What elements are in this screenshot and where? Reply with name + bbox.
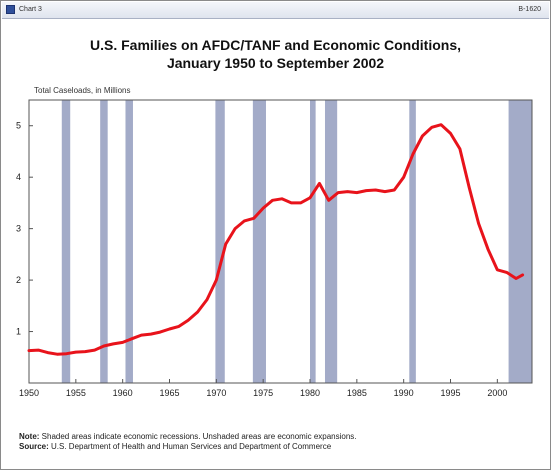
caseload-data-point	[346, 190, 349, 193]
caseload-data-point	[449, 132, 452, 135]
caseload-data-point	[412, 153, 414, 155]
plot-area-frame	[28, 99, 533, 384]
caseload-data-point	[459, 148, 461, 150]
y-tick-label-5: 5	[16, 121, 21, 131]
recession-band-4	[252, 100, 266, 383]
y-tick-label-2: 2	[16, 275, 21, 285]
x-tick-label-1995: 1995	[440, 388, 460, 398]
x-tick-label-1950: 1950	[19, 388, 39, 398]
x-tick-label-2000: 2000	[487, 388, 507, 398]
chart-title-line-2: January 1950 to September 2002	[166, 55, 385, 71]
chart-number-label: Chart 3	[19, 6, 42, 13]
footnote: Note: Shaded areas indicate economic rec…	[19, 432, 357, 441]
caseload-data-point	[112, 343, 115, 345]
caseload-data-point	[140, 334, 143, 336]
caseload-data-point	[215, 279, 218, 281]
caseload-data-point	[121, 341, 124, 344]
caseload-data-point	[521, 274, 524, 276]
recession-band-8	[508, 100, 532, 383]
caseload-data-point	[384, 190, 386, 193]
caseload-data-point	[220, 261, 222, 263]
caseload-data-point	[253, 217, 255, 220]
caseload-data-point	[487, 248, 489, 250]
caseload-data-point	[271, 199, 274, 202]
caseload-data-point	[28, 349, 30, 352]
caseload-data-point	[468, 186, 471, 189]
caseload-data-point	[262, 207, 265, 209]
x-tick-label-1965: 1965	[159, 388, 179, 398]
recession-band-7	[409, 100, 416, 383]
chart-icon	[6, 5, 15, 14]
caseload-data-point	[75, 351, 77, 353]
caseload-data-point	[290, 202, 293, 204]
caseload-data-point	[496, 269, 499, 271]
caseload-data-point	[515, 277, 517, 280]
caseload-data-point	[56, 353, 58, 356]
recession-band-2	[125, 100, 133, 383]
source-text: U.S. Department of Health and Human Serv…	[48, 442, 332, 451]
recession-band-1	[100, 100, 108, 383]
caseload-data-point	[440, 123, 442, 126]
chart-id-label: B-1620	[518, 6, 541, 13]
x-tick-label-1985: 1985	[347, 388, 367, 398]
caseload-data-point	[309, 197, 311, 199]
caseload-data-point	[224, 243, 227, 245]
caseload-data-point	[393, 189, 396, 191]
caseload-data-point	[365, 189, 368, 192]
caseload-data-point	[93, 349, 96, 351]
caseload-data-point	[178, 325, 180, 328]
caseload-data-point	[243, 220, 246, 222]
y-axis-label: Total Caseloads, in Millions	[34, 86, 131, 95]
recession-band-0	[61, 100, 71, 383]
y-tick-label-1: 1	[16, 327, 21, 337]
caseload-data-point	[150, 333, 152, 335]
caseload-data-point	[131, 337, 133, 340]
source-note: Source: U.S. Department of Health and Hu…	[19, 442, 331, 451]
caseload-data-point	[402, 176, 405, 178]
chart-title-line-1: U.S. Families on AFDC/TANF and Economic …	[89, 37, 461, 53]
caseload-data-point	[281, 198, 283, 200]
caseload-data-point	[431, 126, 433, 129]
x-tick-label-1990: 1990	[394, 388, 414, 398]
caseload-data-point	[168, 328, 171, 330]
caseload-data-point	[187, 319, 189, 322]
y-tick-label-3: 3	[16, 224, 21, 234]
source-label: Source:	[19, 442, 49, 451]
x-tick-label-1975: 1975	[253, 388, 273, 398]
x-tick-label-1960: 1960	[113, 388, 133, 398]
caseload-data-point	[234, 227, 236, 230]
caseload-data-point	[505, 271, 508, 274]
x-tick-label-1970: 1970	[206, 388, 226, 398]
caseload-data-point	[327, 199, 330, 202]
caseload-data-point	[318, 182, 321, 185]
recession-band-6	[324, 100, 338, 383]
caseload-data-point	[206, 298, 208, 301]
recession-band-5	[310, 100, 316, 383]
caseload-data-point	[299, 202, 302, 204]
caseload-data-point	[374, 189, 377, 191]
x-tick-label-1955: 1955	[66, 388, 86, 398]
recession-band-3	[215, 100, 225, 383]
caseload-data-point	[65, 352, 68, 355]
caseload-data-point	[421, 135, 424, 137]
x-tick-label-1980: 1980	[300, 388, 320, 398]
footnote-label: Note:	[19, 432, 40, 441]
caseload-data-point	[337, 191, 339, 194]
caseload-data-point	[159, 331, 161, 333]
caseload-data-point	[103, 345, 105, 347]
caseload-data-point	[477, 222, 480, 225]
caseload-data-point	[356, 191, 358, 194]
caseload-data-point	[37, 349, 40, 351]
footnote-text: Shaded areas indicate economic recession…	[39, 432, 357, 441]
window-header: Chart 3 B-1620	[2, 2, 549, 19]
caseload-data-point	[84, 350, 86, 353]
y-tick-label-4: 4	[16, 172, 21, 182]
caseload-data-point	[46, 351, 49, 354]
caseload-data-point	[196, 311, 199, 313]
